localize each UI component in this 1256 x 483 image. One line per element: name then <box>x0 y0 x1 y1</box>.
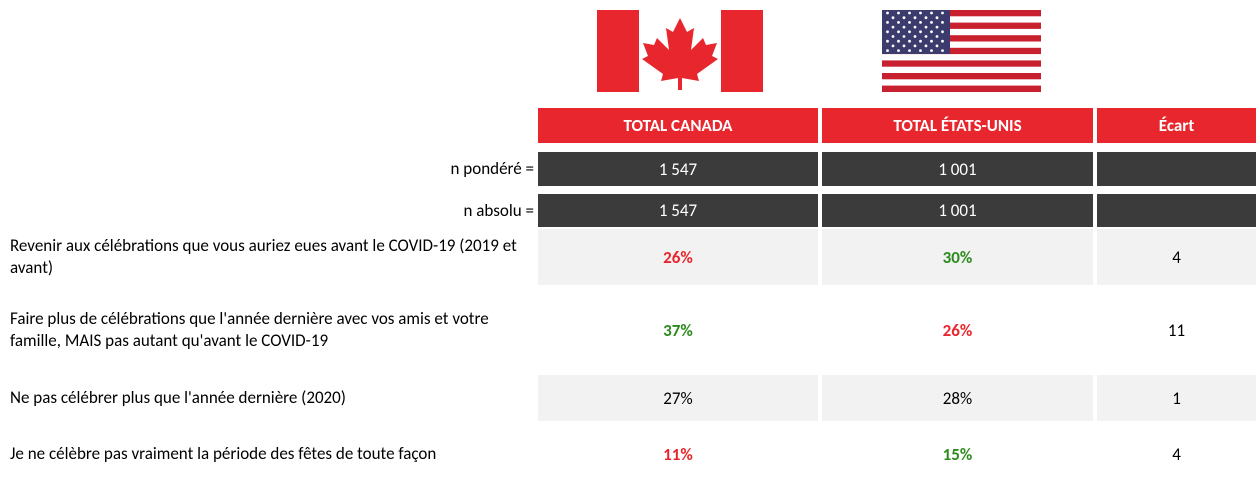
row-label: n pondéré = <box>450 158 534 179</box>
table-cell: 11 <box>1097 288 1256 372</box>
table-cell: 27% <box>538 375 818 421</box>
table-cell: 1 001 <box>822 194 1093 227</box>
column-header: Écart <box>1097 108 1256 143</box>
table-cell: 4 <box>1097 229 1256 285</box>
empty-cell <box>1097 194 1256 227</box>
column-header: TOTAL CANADA <box>538 108 818 143</box>
us-flag <box>882 10 1041 92</box>
table-cell: 1 001 <box>822 152 1093 186</box>
table-cell: 4 <box>1097 425 1256 483</box>
table-cell: 37% <box>538 288 818 372</box>
canada-flag <box>597 10 763 92</box>
table-cell: 26% <box>538 229 818 285</box>
empty-cell <box>1097 152 1256 186</box>
row-label: Faire plus de célébrations que l'année d… <box>10 308 489 351</box>
table-cell: 28% <box>822 375 1093 421</box>
row-label: Je ne célèbre pas vraiment la période de… <box>10 443 437 464</box>
table-cell: 1 547 <box>538 152 818 186</box>
table-cell: 15% <box>822 425 1093 483</box>
row-label: Revenir aux célébrations que vous auriez… <box>10 235 517 278</box>
row-label: Ne pas célébrer plus que l'année dernièr… <box>10 387 346 408</box>
table-cell: 11% <box>538 425 818 483</box>
column-header: TOTAL ÉTATS-UNIS <box>822 108 1093 143</box>
table-cell: 30% <box>822 229 1093 285</box>
table-cell: 1 547 <box>538 194 818 227</box>
table-cell: 1 <box>1097 375 1256 421</box>
table-cell: 26% <box>822 288 1093 372</box>
row-label: n absolu = <box>463 199 534 221</box>
